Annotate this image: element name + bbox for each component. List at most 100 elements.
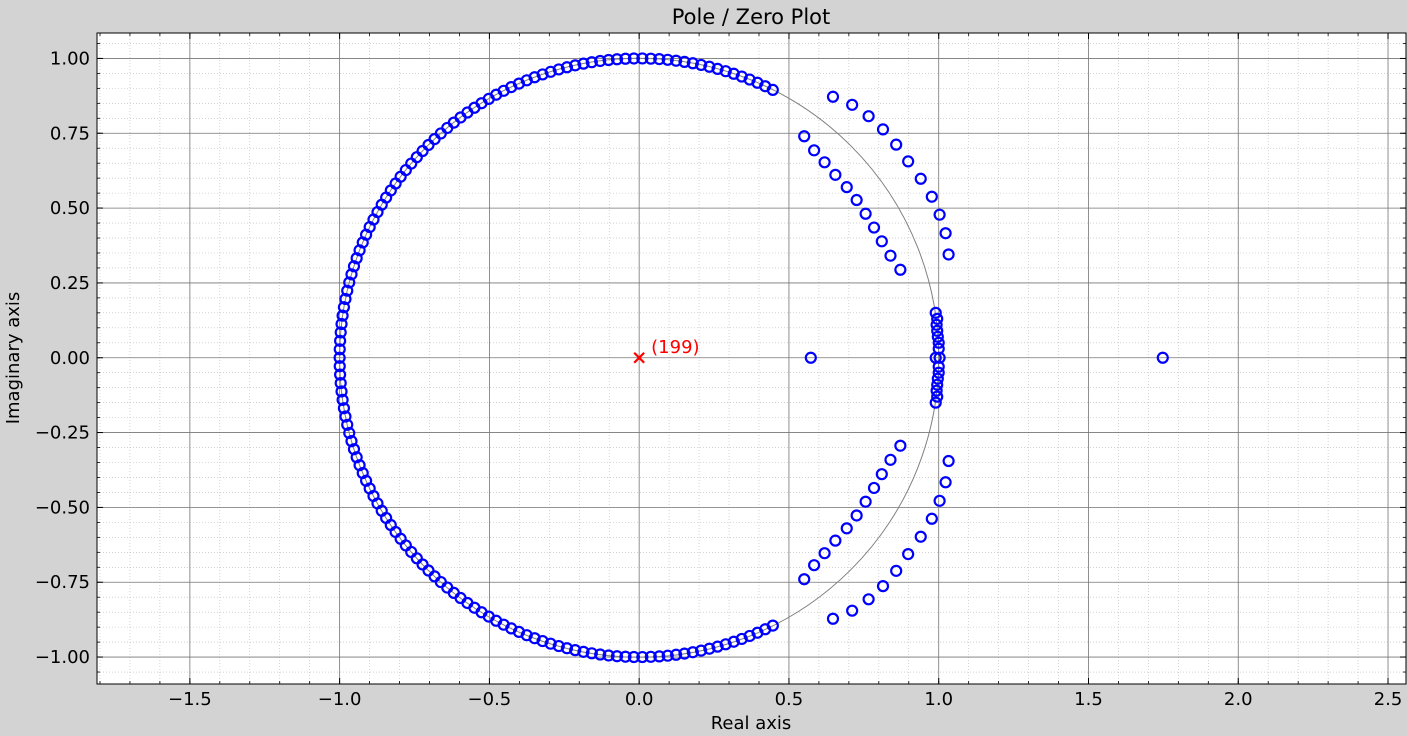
y-tick-labels: 1.00 0.75 0.50 0.25 0.00 −0.25 −0.50 −0.75 −1.00	[35, 48, 90, 668]
zero-marker	[929, 396, 942, 409]
zero-marker	[862, 593, 875, 606]
zero-marker	[336, 393, 349, 406]
zero-marker	[602, 649, 615, 662]
zero-marker	[333, 351, 346, 364]
x-tick-label: −1.5	[168, 689, 212, 710]
zero-marker	[931, 378, 944, 391]
zero-marker	[798, 130, 811, 143]
zero-marker	[577, 645, 590, 658]
zero-marker	[826, 90, 840, 103]
zero-marker	[644, 650, 657, 663]
zero-marker	[925, 512, 938, 525]
zero-marker	[711, 640, 724, 653]
x-tick-label: 2.5	[1374, 689, 1403, 710]
zero-marker	[347, 443, 361, 456]
x-tick-label: −1.0	[318, 689, 362, 710]
zero-marker	[850, 193, 863, 207]
y-axis-label: Imaginary axis	[3, 292, 24, 425]
zero-marker	[594, 648, 607, 661]
zero-marker	[560, 61, 574, 74]
zero-marker	[840, 181, 853, 194]
zero-marker	[867, 481, 881, 495]
zero-marker	[333, 360, 346, 373]
zero-marker	[884, 249, 897, 262]
zero-marker	[585, 647, 598, 660]
zero-marker	[347, 260, 361, 273]
zero-marker	[930, 384, 943, 397]
pole-multiplicity-label: (199)	[651, 337, 699, 358]
y-tick-label: 1.00	[50, 48, 90, 69]
zero-marker	[711, 62, 724, 75]
zero-marker	[931, 330, 944, 343]
zero-marker	[818, 156, 831, 169]
x-tick-labels: −1.5 −1.0 −0.5 0.0 0.5 1.0 1.5 2.0 2.5	[168, 689, 1402, 710]
zero-marker	[536, 68, 549, 81]
zero-marker	[552, 63, 565, 76]
zero-marker	[670, 54, 683, 67]
zero-marker	[334, 368, 347, 381]
zero-marker	[585, 56, 598, 69]
zero-marker	[536, 634, 549, 648]
zero-marker	[661, 53, 674, 66]
zero-marker	[636, 52, 649, 65]
zero-marker	[552, 639, 565, 653]
zero-marker	[341, 418, 354, 431]
zero-marker	[875, 468, 888, 481]
y-tick-label: −0.25	[35, 423, 90, 444]
y-tick-label: −0.50	[35, 497, 90, 518]
zero-marker	[334, 334, 347, 347]
zero-marker	[335, 317, 348, 331]
zero-marker	[339, 292, 352, 306]
zero-marker	[914, 172, 927, 185]
y-tick-label: 0.00	[50, 348, 90, 369]
y-tick-label: 0.25	[50, 273, 90, 294]
zero-marker	[859, 207, 872, 220]
zero-marker	[876, 123, 890, 136]
zero-marker	[686, 646, 699, 659]
zero-marker	[932, 366, 945, 379]
zero-marker	[703, 60, 716, 73]
zero-marker	[939, 227, 952, 240]
zero-marker	[343, 426, 356, 440]
zero-marker	[829, 534, 842, 547]
zero-marker	[818, 547, 831, 560]
chart-title: Pole / Zero Plot	[672, 5, 831, 29]
zero-marker	[350, 252, 363, 265]
zero-marker	[931, 372, 944, 385]
zero-marker	[670, 648, 683, 661]
zero-marker	[678, 647, 691, 660]
zero-marker	[627, 650, 641, 664]
y-tick-label: −1.00	[35, 647, 90, 668]
zero-marker	[653, 650, 666, 663]
zero-marker	[686, 57, 699, 70]
zero-marker	[808, 559, 821, 572]
zero-marker	[930, 318, 943, 331]
zero-marker	[798, 573, 811, 586]
zero-marker	[334, 326, 347, 339]
zero-marker	[335, 385, 348, 398]
zero-marker	[939, 476, 952, 489]
zero-marker	[661, 649, 674, 662]
zero-marker	[735, 70, 748, 83]
zero-marker	[850, 509, 863, 522]
major-grid	[97, 33, 1406, 684]
x-axis-label: Real axis	[711, 713, 792, 734]
zero-marker	[341, 284, 354, 297]
zero-marker	[859, 495, 872, 508]
zero-marker	[336, 309, 349, 322]
x-tick-label: 1.5	[1074, 689, 1103, 710]
y-tick-label: −0.75	[35, 572, 90, 593]
zero-marker	[933, 494, 946, 507]
zero-marker	[890, 138, 903, 151]
zero-marker	[695, 58, 708, 72]
zero-marker	[678, 55, 691, 68]
zero-marker	[528, 632, 541, 645]
zero-marker	[727, 635, 740, 648]
zero-marker	[925, 190, 938, 203]
zero-marker	[902, 155, 915, 168]
x-tick-label: 1.0	[924, 689, 953, 710]
zero-marker	[345, 268, 358, 281]
zero-marker	[339, 410, 352, 423]
zero-marker	[933, 208, 946, 221]
